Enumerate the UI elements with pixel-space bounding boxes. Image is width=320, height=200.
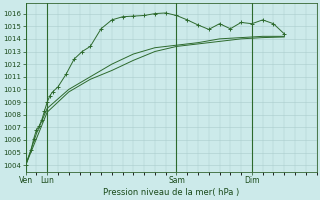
X-axis label: Pression niveau de la mer( hPa ): Pression niveau de la mer( hPa ) <box>103 188 239 197</box>
